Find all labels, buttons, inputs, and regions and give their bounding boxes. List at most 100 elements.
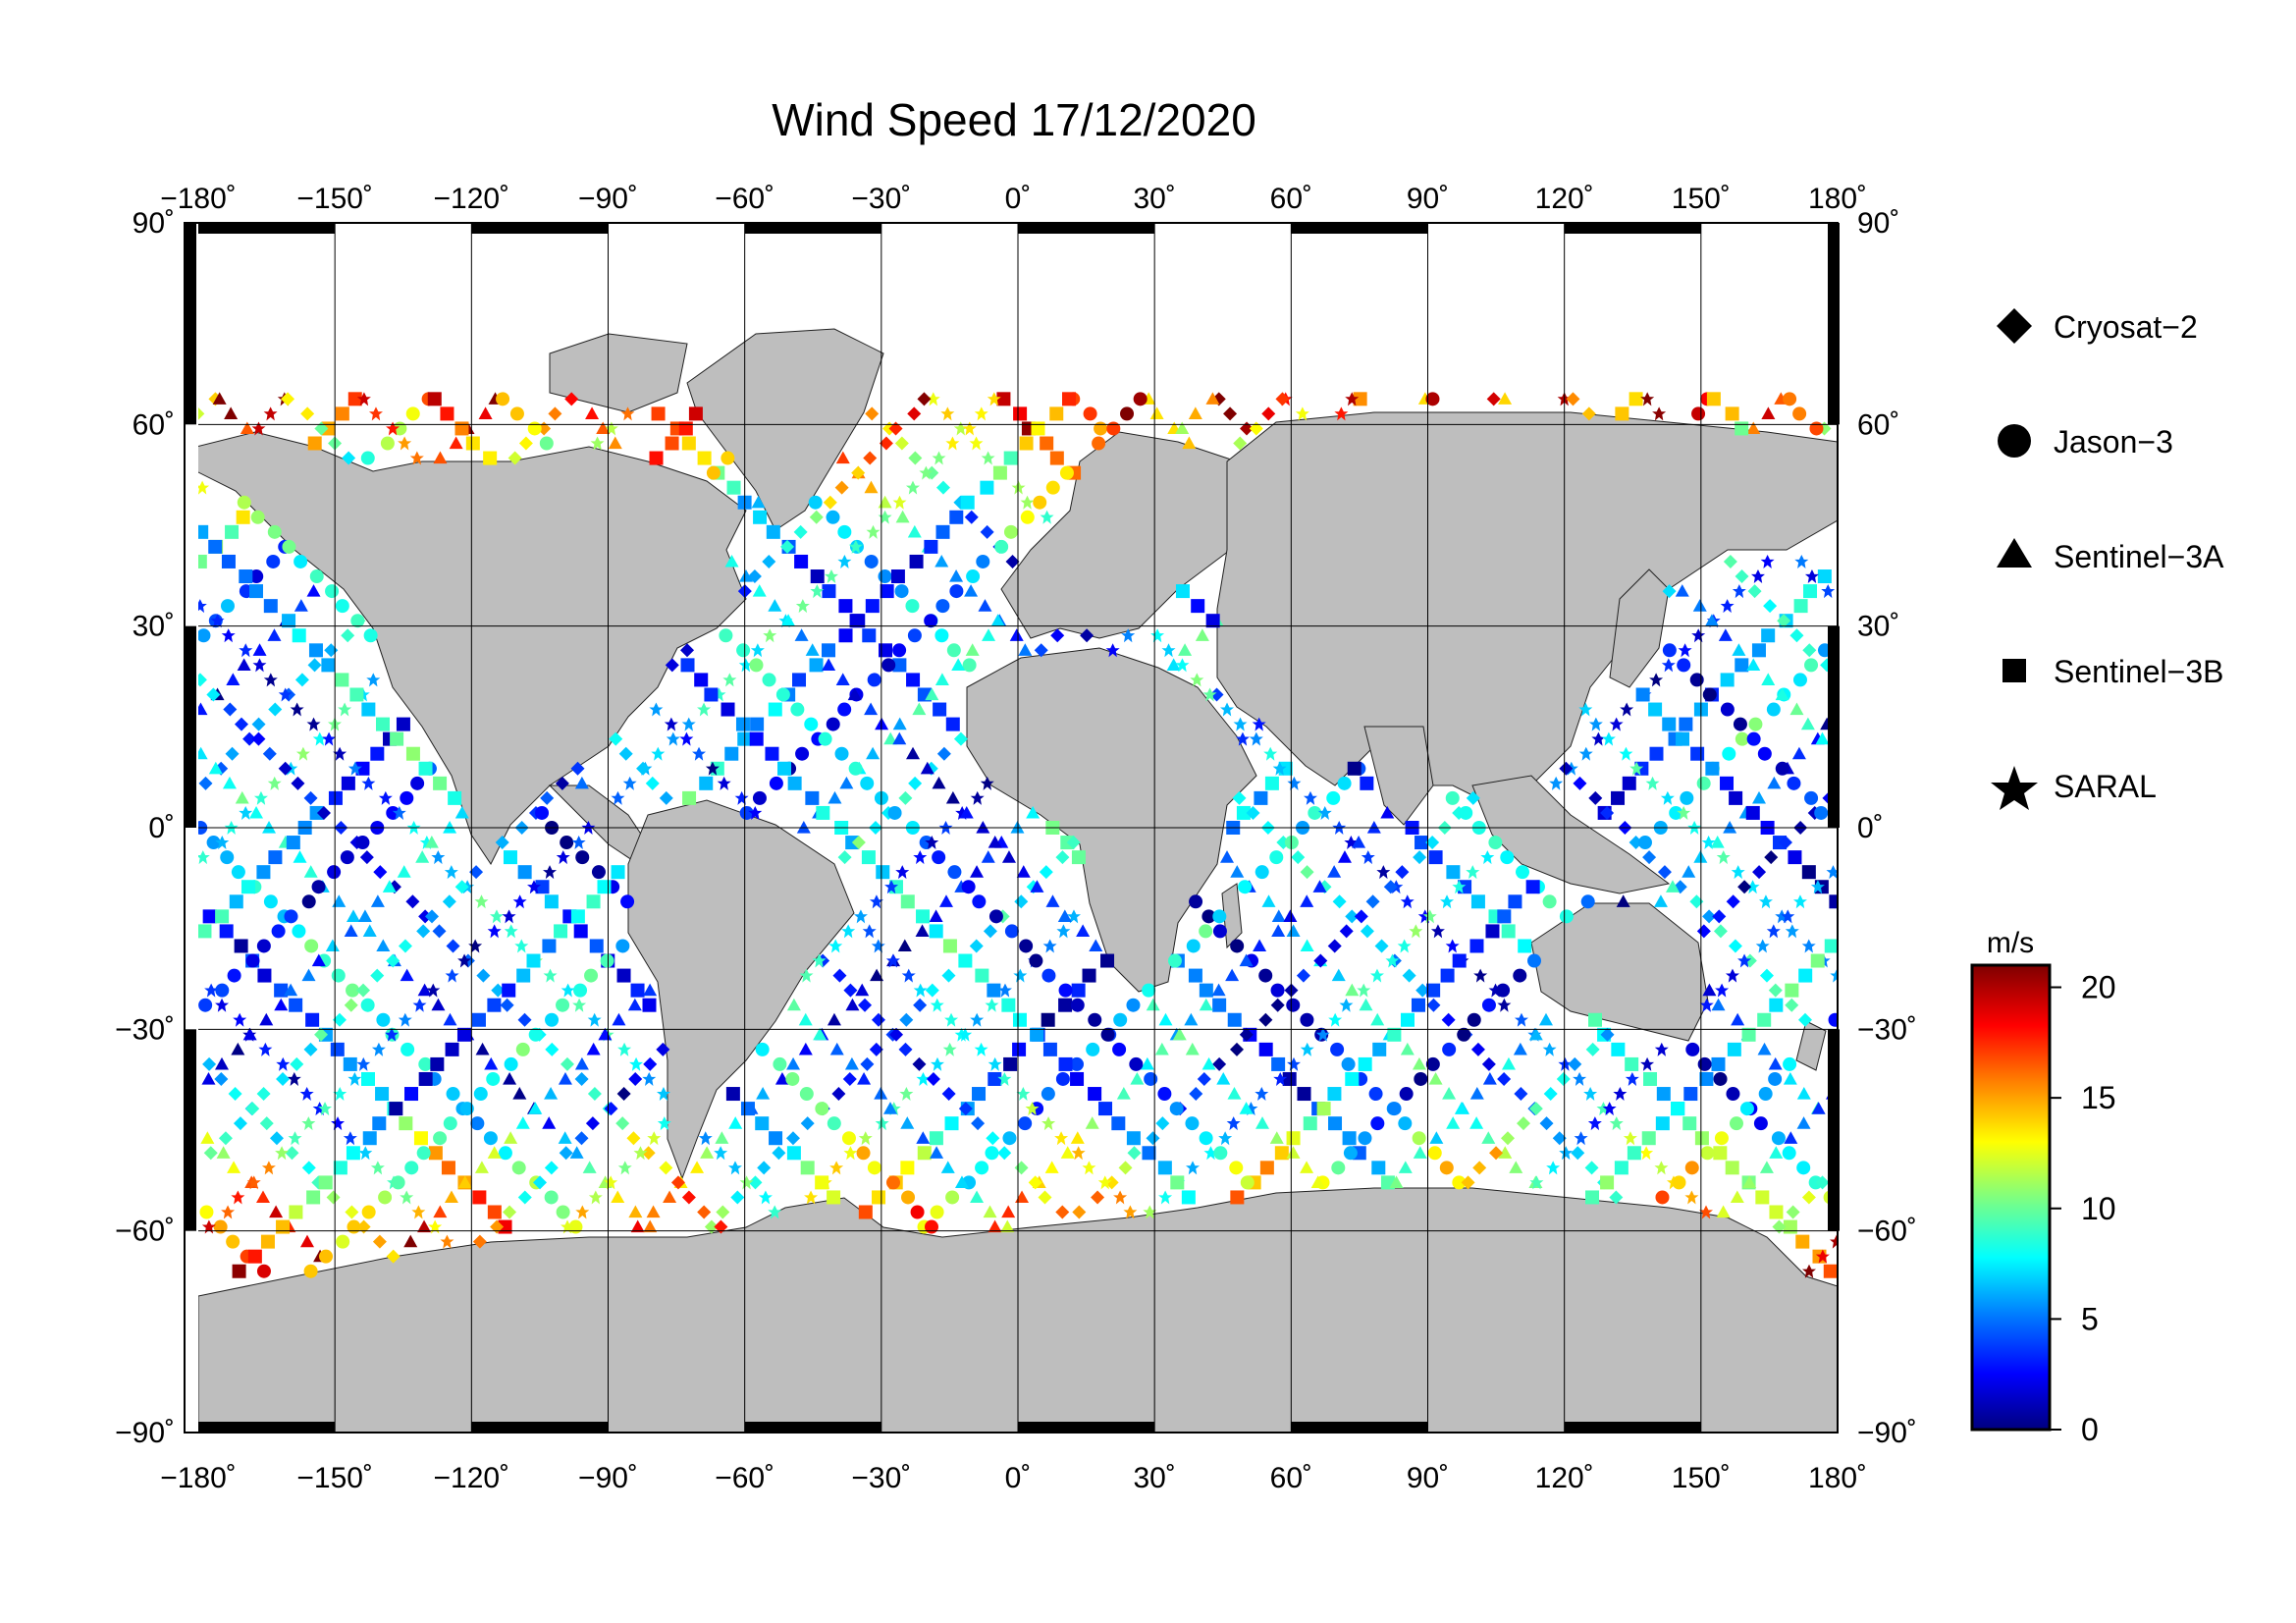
frame-tick-bottom — [1564, 1422, 1701, 1434]
axis-tick-label: −180˚ — [160, 1462, 237, 1494]
axis-tick-label: −60˚ — [1857, 1216, 1917, 1248]
colorbar-gradient — [1970, 963, 2052, 1432]
axis-tick-label: 0˚ — [1857, 812, 1884, 844]
axis-tick-label: 90˚ — [1407, 183, 1449, 215]
graticule — [198, 223, 1838, 1433]
axis-tick-label: 60˚ — [133, 408, 175, 441]
axis-tick-label: −30˚ — [115, 1013, 175, 1046]
axis-tick-label: 60˚ — [1857, 408, 1899, 441]
axis-tick-label: −30˚ — [1857, 1013, 1917, 1046]
axis-tick-label: 90˚ — [1407, 1462, 1449, 1494]
axis-tick-label: −120˚ — [434, 1462, 510, 1494]
longitude-labels-top: −180˚ −150˚ −120˚ −90˚ −60˚ −30˚ 0˚ 30˚ 60˚ 90˚ 12… — [160, 183, 1867, 215]
land-arctic-islands — [549, 333, 688, 413]
marker-legend: Cryosat−2 Jason−3 Sentinel−3A Sentinel−3… — [1991, 308, 2224, 810]
frame-tick-top — [471, 222, 609, 234]
axis-tick-label: −90˚ — [1857, 1417, 1917, 1449]
land-southeast-asia — [1471, 775, 1671, 894]
frame-tick-right — [1828, 223, 1840, 425]
axis-tick-label: 90˚ — [133, 207, 175, 240]
axis-tick-label: 30˚ — [1133, 183, 1175, 215]
legend-item-sentinel-3a: Sentinel−3A — [1997, 538, 2224, 574]
axis-tick-label: −60˚ — [715, 183, 774, 215]
axis-tick-label: −90˚ — [578, 1462, 638, 1494]
colorbar-tick-label: 15 — [2081, 1080, 2116, 1115]
axis-tick-label: −60˚ — [115, 1216, 175, 1248]
legend-item-jason: Jason−3 — [1998, 424, 2173, 460]
axis-tick-label: −30˚ — [851, 1462, 911, 1494]
legend-label: Jason−3 — [2054, 424, 2173, 460]
legend-item-saral: SARAL — [1991, 766, 2157, 810]
circle-icon — [1998, 424, 2031, 458]
land-australia — [1530, 902, 1709, 1042]
axis-tick-label: 180˚ — [1808, 1462, 1867, 1494]
legend-label: Sentinel−3B — [2054, 654, 2223, 689]
land-india — [1363, 726, 1434, 826]
land-asia — [1216, 411, 1838, 806]
frame-tick-left — [185, 1029, 196, 1231]
diamond-icon — [1997, 308, 2032, 344]
colorbar-tick-label: 5 — [2081, 1301, 2099, 1336]
colorbar-ticks: 20 15 10 5 0 — [2050, 970, 2116, 1447]
colorbar-tick-label: 10 — [2081, 1191, 2116, 1226]
chart-title: Wind Speed 17/12/2020 — [772, 94, 1256, 145]
axis-tick-label: −30˚ — [851, 183, 911, 215]
axis-tick-label: −120˚ — [434, 183, 510, 215]
latitude-labels-right: 90˚ 60˚ 30˚ 0˚ −30˚ −60˚ −90˚ — [1857, 207, 1917, 1449]
legend-label: Cryosat−2 — [2054, 309, 2198, 345]
axis-tick-label: 150˚ — [1672, 1462, 1731, 1494]
frame-tick-bottom — [198, 1422, 336, 1434]
frame-tick-left — [185, 625, 196, 828]
frame-tick-bottom — [1291, 1422, 1428, 1434]
colorbar-tick-label: 20 — [2081, 970, 2116, 1005]
frame-tick-bottom — [744, 1422, 881, 1434]
square-icon — [2002, 659, 2026, 682]
frame-tick-left — [185, 223, 196, 425]
triangle-icon — [1997, 538, 2032, 568]
axis-tick-label: 120˚ — [1535, 183, 1594, 215]
axis-tick-label: 30˚ — [1857, 611, 1899, 643]
axis-tick-label: 60˚ — [1270, 1462, 1312, 1494]
frame-tick-top — [744, 222, 881, 234]
axis-tick-label: 0˚ — [148, 812, 175, 844]
frame-tick-top — [1018, 222, 1155, 234]
land-new-zealand — [1795, 1020, 1827, 1071]
axis-tick-label: −90˚ — [578, 183, 638, 215]
axis-tick-label: −60˚ — [715, 1462, 774, 1494]
land-africa — [966, 647, 1257, 993]
axis-tick-label: 150˚ — [1672, 183, 1731, 215]
longitude-labels-bottom: −180˚ −150˚ −120˚ −90˚ −60˚ −30˚ 0˚ 30˚ 60˚ 90˚ 12… — [160, 1462, 1867, 1494]
latitude-labels-left: 90˚ 60˚ 30˚ 0˚ −30˚ −60˚ −90˚ — [115, 207, 175, 1449]
land-japan — [1609, 568, 1670, 688]
frame-tick-right — [1828, 1029, 1840, 1231]
colorbar-unit-label: m/s — [1987, 927, 2034, 959]
legend-label: SARAL — [2054, 769, 2157, 804]
axis-tick-label: 120˚ — [1535, 1462, 1594, 1494]
axis-tick-label: 60˚ — [1270, 183, 1312, 215]
star-icon — [1991, 766, 2038, 810]
colorbar: m/s 20 15 10 5 0 — [1970, 927, 2116, 1447]
frame-tick-right — [1828, 625, 1840, 828]
axis-tick-label: −150˚ — [296, 1462, 373, 1494]
axis-tick-label: 30˚ — [1133, 1462, 1175, 1494]
frame-tick-bottom — [471, 1422, 609, 1434]
colorbar-tick-label: 0 — [2081, 1412, 2099, 1447]
axis-tick-label: 30˚ — [133, 611, 175, 643]
legend-label: Sentinel−3A — [2054, 539, 2224, 574]
axis-tick-label: −150˚ — [296, 183, 373, 215]
axis-tick-label: 90˚ — [1857, 207, 1899, 240]
axis-tick-label: 180˚ — [1808, 183, 1867, 215]
axis-tick-label: −90˚ — [115, 1417, 175, 1449]
land-south-america — [627, 799, 855, 1180]
frame-checker-ticks — [185, 222, 1840, 1434]
land-greenland — [686, 328, 884, 531]
axis-tick-label: 0˚ — [1005, 183, 1032, 215]
axis-tick-label: 0˚ — [1005, 1462, 1032, 1494]
legend-item-cryosat: Cryosat−2 — [1997, 308, 2198, 345]
frame-tick-top — [198, 222, 336, 234]
frame-tick-bottom — [1018, 1422, 1155, 1434]
axis-tick-label: −180˚ — [160, 183, 237, 215]
frame-tick-top — [1291, 222, 1428, 234]
legend-item-sentinel-3b: Sentinel−3B — [2002, 654, 2223, 689]
